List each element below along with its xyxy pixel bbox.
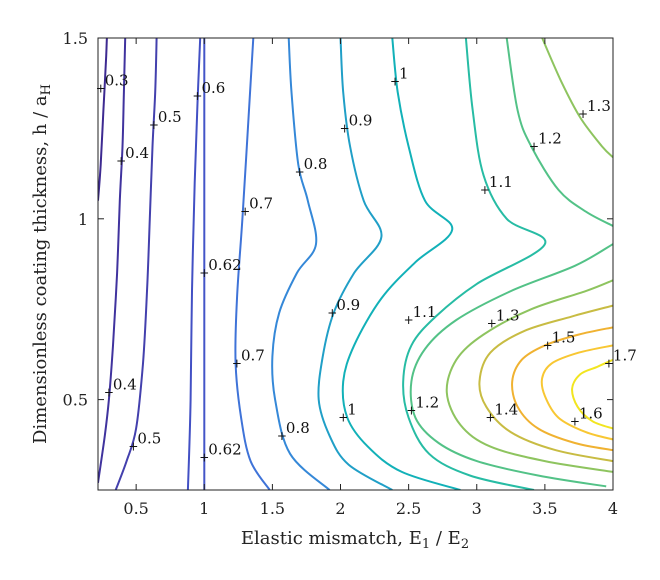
x-tick-label: 2: [335, 499, 345, 518]
contour-lines: [98, 38, 613, 490]
contour-level-label: 0.6: [201, 79, 225, 97]
contour-line-1.3: [445, 279, 613, 473]
contour-level-label: 1.3: [587, 97, 611, 115]
contour-level-label: 1: [399, 64, 409, 82]
y-tick-label: 0.5: [63, 391, 88, 410]
plot-frame: [97, 37, 614, 491]
contour-label-marker: +: [487, 317, 497, 331]
contour-level-labels: +0.3+0.6+0.5+0.4+1+0.9 +1.3+1.2+0.8+1.1+0…: [96, 64, 637, 464]
contour-label-marker: +: [543, 338, 553, 352]
contour-line-1.4: [478, 304, 613, 463]
contour-level-label: 0.9: [349, 111, 373, 129]
contour-level-label: 1.1: [413, 303, 437, 321]
axis-ticks: 0.5 1 1.5 2 2.5 3 3.5 4 0.5 1 1.5: [63, 29, 619, 518]
contour-label-marker: +: [404, 313, 414, 327]
contour-label-marker: +: [116, 154, 126, 168]
contour-line-1: [341, 38, 461, 490]
contour-label-marker: +: [340, 121, 350, 135]
contour-level-label: 0.8: [286, 419, 310, 437]
y-tick-label: 1: [78, 210, 88, 229]
contour-line-0.8: [271, 38, 331, 490]
contour-label-marker: +: [570, 414, 580, 428]
contour-label-marker: +: [104, 385, 114, 399]
contour-line-1.2: [409, 243, 613, 488]
y-tick-label: 1.5: [63, 29, 88, 48]
contour-level-label: 0.7: [249, 195, 273, 213]
contour-line-1.5: [511, 326, 613, 452]
contour-level-label: 0.9: [336, 296, 360, 314]
x-tick-label: 3: [472, 499, 482, 518]
contour-label-marker: +: [199, 450, 209, 464]
contour-line-0.7: [234, 38, 271, 490]
contour-level-label: 0.5: [137, 430, 161, 448]
contour-line-1.3: [541, 38, 613, 159]
x-tick-label: 0.5: [123, 499, 148, 518]
contour-label-marker: +: [96, 82, 106, 96]
contour-line-0.5: [114, 38, 158, 490]
contour-level-label: 0.4: [125, 144, 149, 162]
x-tick-label: 1: [199, 499, 209, 518]
contour-label-marker: +: [390, 74, 400, 88]
contour-label-marker: +: [240, 205, 250, 219]
y-axis-label: Dimensionless coating thickness, h / aH: [30, 84, 54, 444]
contour-label-marker: +: [338, 411, 348, 425]
contour-label-marker: +: [149, 118, 159, 132]
contour-line-1.6: [540, 344, 613, 441]
contour-level-label: 0.8: [304, 155, 328, 173]
contour-label-marker: +: [578, 107, 588, 121]
contour-level-label: 1.2: [538, 129, 562, 147]
x-axis-label: Elastic mismatch, E1 / E2: [241, 528, 469, 552]
contour-line-1.2: [505, 38, 613, 227]
contour-level-label: 0.5: [158, 108, 182, 126]
contour-level-label: 1.1: [489, 173, 513, 191]
contour-label-marker: +: [199, 266, 209, 280]
contour-level-label: 0.7: [241, 346, 265, 364]
contour-level-label: 1.2: [415, 393, 439, 411]
contour-label-marker: +: [277, 429, 287, 443]
contour-label-marker: +: [295, 165, 305, 179]
contour-label-marker: +: [604, 356, 614, 370]
contour-line-0.9: [317, 38, 393, 490]
contour-level-label: 1: [347, 401, 357, 419]
x-tick-label: 2.5: [396, 499, 421, 518]
contour-level-label: 1.4: [494, 401, 518, 419]
contour-level-label: 0.3: [105, 72, 129, 90]
contour-label-marker: +: [232, 356, 242, 370]
contour-line-1.7: [571, 358, 613, 430]
x-tick-label: 3.5: [532, 499, 557, 518]
contour-label-marker: +: [192, 89, 202, 103]
contour-level-label: 1.3: [496, 307, 520, 325]
contour-level-label: 0.4: [113, 375, 137, 393]
contour-line-1.1: [402, 38, 547, 490]
contour-label-marker: +: [327, 306, 337, 320]
contour-line-0.3: [98, 38, 108, 201]
contour-level-label: 1.7: [613, 346, 637, 364]
contour-label-marker: +: [485, 411, 495, 425]
contour-level-label: 1.5: [552, 328, 576, 346]
contour-label-marker: +: [128, 440, 138, 454]
x-tick-label: 1.5: [260, 499, 285, 518]
contour-label-marker: +: [406, 403, 416, 417]
contour-line-0.4: [98, 38, 127, 483]
contour-label-marker: +: [480, 183, 490, 197]
contour-level-label: 0.62: [208, 440, 241, 458]
contour-level-label: 0.62: [208, 256, 241, 274]
contour-label-marker: +: [529, 139, 539, 153]
contour-level-label: 1.6: [579, 404, 603, 422]
x-tick-label: 4: [608, 499, 618, 518]
contour-line-0.6: [186, 38, 202, 490]
